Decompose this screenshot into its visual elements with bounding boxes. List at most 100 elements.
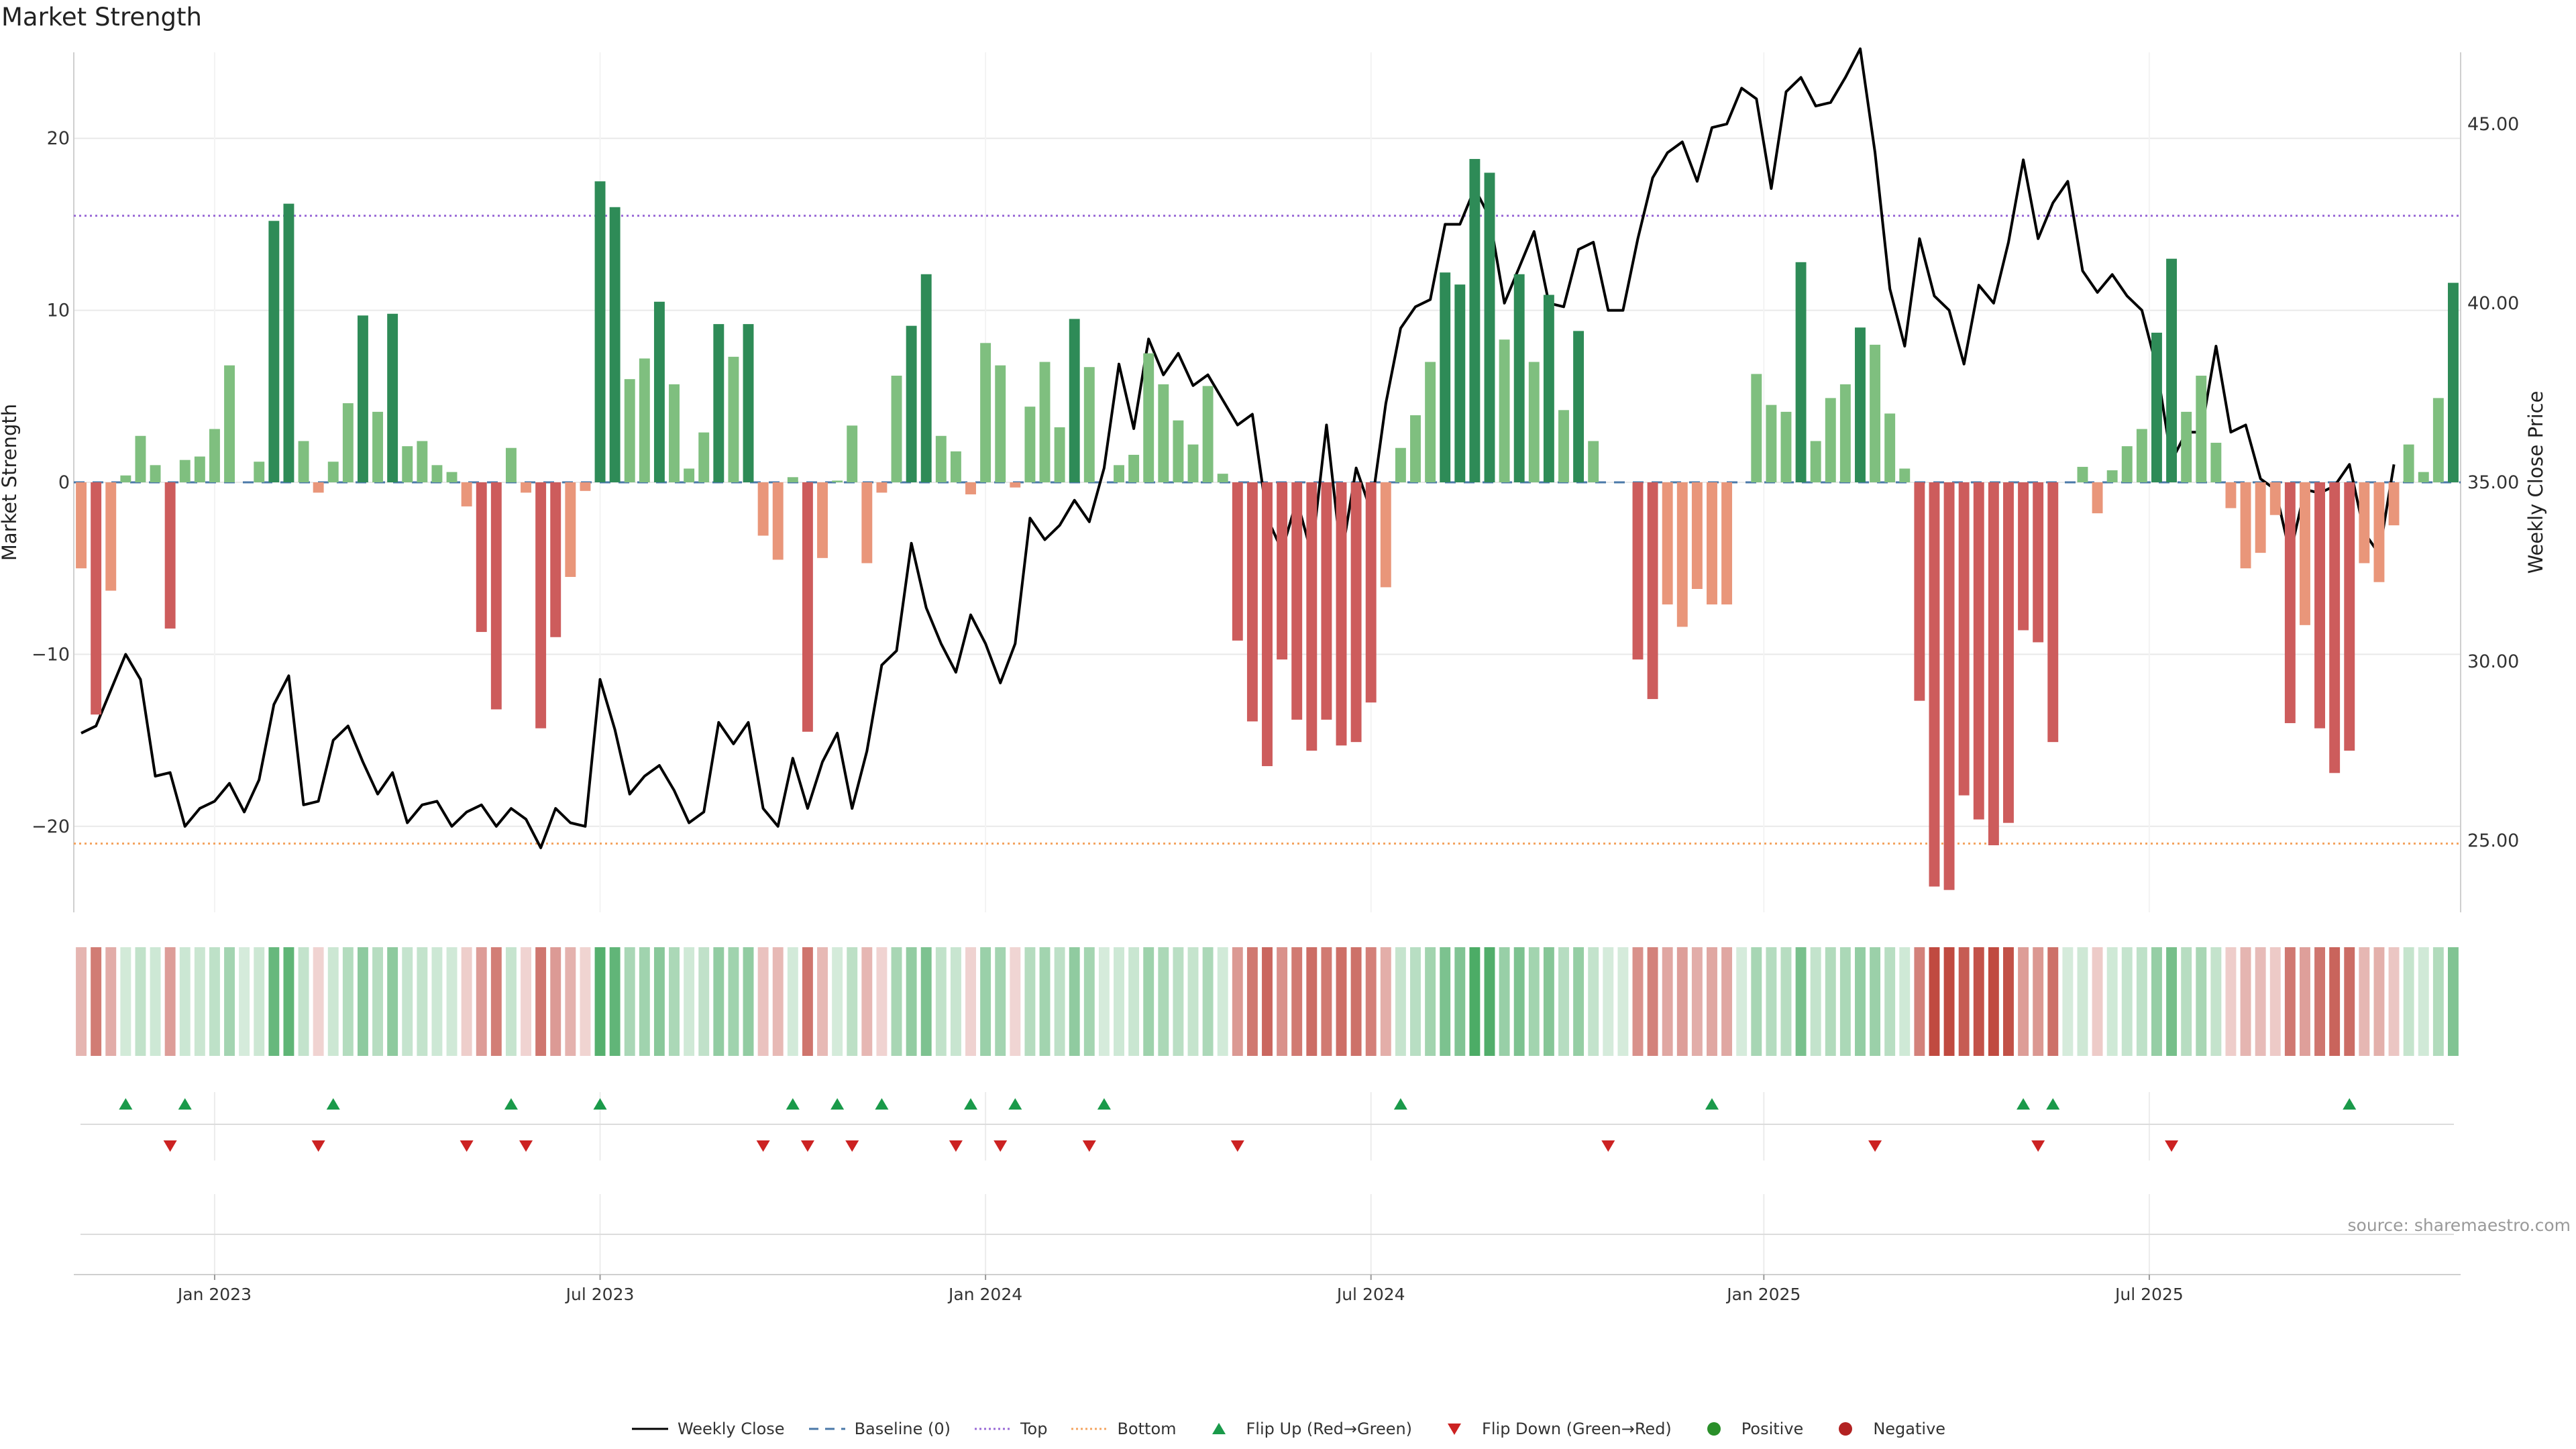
strength-bar [224,365,235,482]
strength-bar [268,221,280,482]
strength-bar [1425,362,1436,482]
heat-cell [1899,947,1911,1056]
strength-bar [2432,398,2444,482]
legend-item-bottom: Bottom [1070,1419,1177,1438]
strength-bar [402,446,413,482]
heat-cell [2106,947,2118,1056]
heat-cell [594,947,606,1056]
heat-cell [1543,947,1554,1056]
legend-item-weekly-close: Weekly Close [631,1419,785,1438]
heat-cell [239,947,250,1056]
legend-label: Weekly Close [677,1419,785,1438]
heat-cell [580,947,591,1056]
strength-bar [446,472,458,482]
strength-bar [2359,482,2370,564]
heat-cell [342,947,354,1056]
heat-cell [1187,947,1199,1056]
y2-tick-label: 35.00 [2467,472,2519,493]
strength-bar [1380,482,1391,588]
strength-bar [684,468,695,482]
heat-cell [402,947,413,1056]
strength-bar [743,324,754,482]
heat-cell [1010,947,1021,1056]
strength-bar [891,376,902,482]
strength-bar [417,441,428,482]
heat-cell [550,947,561,1056]
y-tick-label: −20 [32,816,70,837]
strength-bar [669,384,680,482]
heat-cell [1350,947,1362,1056]
strength-bar [965,482,976,494]
flip-up-marker [1008,1098,1022,1110]
heat-cell [194,947,205,1056]
strength-bar [135,435,146,482]
strength-bar [2210,443,2222,482]
flip-up-marker [875,1098,889,1110]
heat-cell [2166,947,2178,1056]
heat-cell [1262,947,1273,1056]
strength-bar [847,425,858,482]
heat-cell [417,947,428,1056]
strength-bar [1173,420,1184,482]
heat-cell [1795,947,1807,1056]
heat-cell [1143,947,1155,1056]
heat-cell [1246,947,1258,1056]
strength-bar [372,411,383,482]
heat-cell [1810,947,1821,1056]
strength-bar [1839,384,1851,482]
heat-cell [1440,947,1451,1056]
legend-item-flip-up: Flip Up (Red→Green) [1199,1419,1413,1438]
flip-down-marker [460,1140,474,1152]
strength-bar [2447,282,2459,482]
heat-cell [1484,947,1495,1056]
heat-cell [357,947,368,1056]
strength-bar [1499,339,1510,482]
strength-bar [1306,482,1318,751]
weekly-close-line [80,47,2396,849]
heat-cell [2018,947,2029,1056]
heat-cell [1054,947,1065,1056]
strength-bar [817,482,828,558]
strength-bar [1632,482,1644,660]
strength-bar [2196,376,2207,482]
strength-bar [1291,482,1303,720]
heat-cell [1839,947,1851,1056]
strength-bar [1899,468,1911,482]
strength-bar [1795,262,1807,482]
strength-bar [906,325,917,482]
strength-bar [2403,444,2414,482]
flip-up-marker [786,1098,800,1110]
heat-cell [1676,947,1688,1056]
legend-label: Flip Up (Red→Green) [1246,1419,1413,1438]
heat-cell [1573,947,1585,1056]
strength-bar [1929,482,1940,887]
flip-down-marker [2165,1140,2179,1152]
heat-cell [2240,947,2251,1056]
strength-bar [1810,441,1821,482]
strength-bar [1691,482,1703,589]
chart-title: Market Strength [1,3,202,32]
heat-cell [209,947,220,1056]
flip-down-marker [949,1140,963,1152]
flip-up-marker [1393,1098,1407,1110]
heat-cell [224,947,235,1056]
heat-cell [757,947,769,1056]
strength-bar [565,482,576,578]
strength-bar [1365,482,1377,703]
strength-bar [120,475,131,482]
strength-bar [2151,332,2162,482]
flip-up-marker [119,1098,133,1110]
strength-bar [327,462,339,482]
strength-bar [653,301,665,482]
heat-cell [1098,947,1110,1056]
strength-bar [1825,398,1836,482]
heat-cell [535,947,547,1056]
heat-cell [1454,947,1466,1056]
flip-up-marker [593,1098,607,1110]
legend-label: Bottom [1117,1419,1177,1438]
strength-bar [2106,470,2118,482]
strength-bar [2373,482,2385,582]
flip-down-marker [311,1140,325,1152]
strength-bar [342,403,354,482]
